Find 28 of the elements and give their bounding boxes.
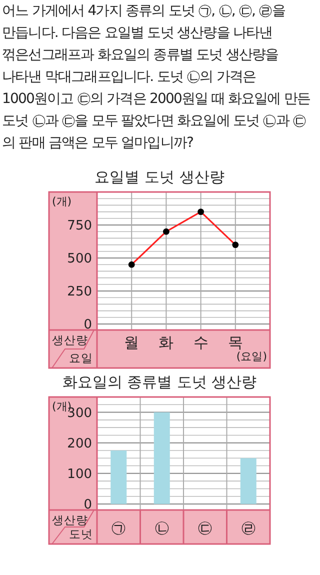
x-tick-label: 월 bbox=[124, 333, 140, 352]
x-tick-label: ㉠ bbox=[111, 518, 126, 536]
chart-title: 요일별 도넛 생산량 bbox=[94, 168, 224, 186]
x-axis-title: (요일) bbox=[236, 350, 267, 363]
x-tick-label: ㉢ bbox=[198, 518, 213, 536]
y-tick-label: 750 bbox=[67, 218, 92, 234]
bar bbox=[154, 412, 170, 504]
text: 도넛 bbox=[69, 527, 93, 541]
y-tick-label: 250 bbox=[67, 284, 92, 300]
text: 요일 bbox=[69, 351, 93, 365]
y-tick-label: 500 bbox=[67, 252, 92, 267]
text: 생산량 bbox=[52, 333, 88, 347]
x-tick-label: ㉣ bbox=[240, 518, 256, 536]
text: 어느 가게에서 4가지 종류의 도넛 ㉠, ㉡, ㉢, ㉣을 만듭니다. 다음은 요일별 도넛 생산량을 나타낸 꺾은선그래프과 화요일의 종류별 도넛 생산량을 나타낸 막대그래프입니다. 도넛 ㉡의 가격은 1000원이고 ㉢의 가격은 2000원일 때 화요일에 만든 도넛 ㉡과 ㉢을 모두 팔았다면 화요일에 도넛 ㉡과 ㉢의 판매 금액은 모두 얼마입니까? bbox=[1, 2, 312, 153]
y-tick-label: 300 bbox=[67, 406, 92, 421]
y-tick-label: 0 bbox=[84, 318, 92, 333]
bar bbox=[240, 458, 256, 504]
chart-title: 화요일의 종류별 도넛 생산량 bbox=[62, 373, 257, 391]
x-tick-label: 목 bbox=[228, 333, 243, 352]
y-tick-label: 0 bbox=[84, 498, 92, 513]
y-tick-label: 100 bbox=[67, 466, 92, 482]
y-tick-label: 200 bbox=[67, 436, 92, 452]
x-tick-label: 화 bbox=[158, 333, 174, 352]
y-axis-title: (개) bbox=[52, 195, 72, 208]
x-tick-label: ㉡ bbox=[154, 518, 170, 536]
bar bbox=[110, 450, 127, 504]
text: 생산량 bbox=[52, 513, 88, 527]
x-tick-label: 수 bbox=[193, 333, 208, 352]
